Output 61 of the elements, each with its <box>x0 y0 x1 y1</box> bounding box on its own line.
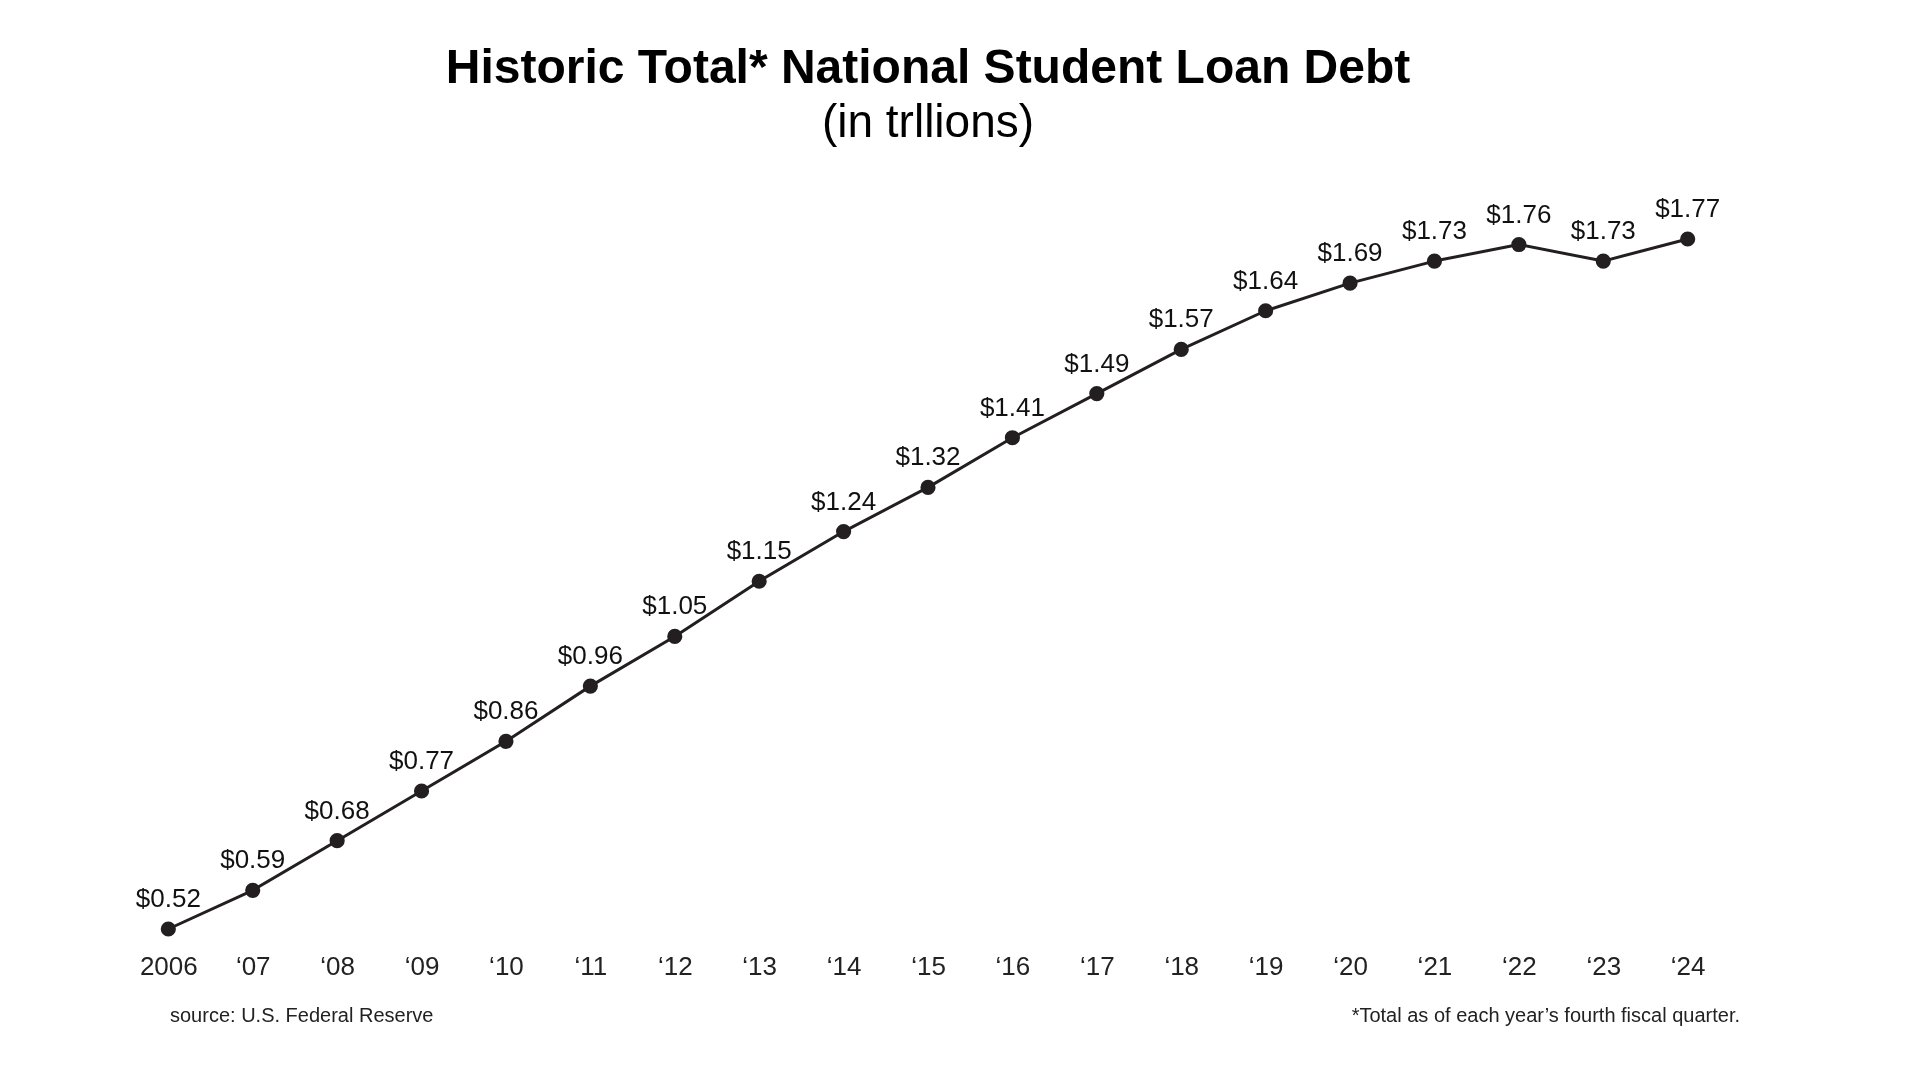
point <box>667 628 683 645</box>
data-label: $0.86 <box>473 695 539 726</box>
chart-subtitle: (in trllions) <box>821 95 1035 147</box>
data-label: $1.76 <box>1486 198 1552 229</box>
data-label: $0.59 <box>220 844 286 875</box>
x-tick-label: ‘12 <box>657 950 693 981</box>
point <box>1511 236 1527 253</box>
point <box>160 921 176 937</box>
point <box>245 882 261 898</box>
data-label: $0.68 <box>304 794 370 825</box>
point <box>836 523 852 540</box>
data-label: $1.24 <box>811 485 877 516</box>
data-label: $1.05 <box>642 590 708 621</box>
point <box>329 833 345 849</box>
x-tick-label: ‘10 <box>489 950 524 981</box>
point <box>498 733 514 749</box>
x-tick-label: ‘08 <box>320 950 355 981</box>
point <box>413 783 430 799</box>
x-tick-label: ‘14 <box>826 950 862 981</box>
data-label: $0.52 <box>135 883 201 913</box>
x-tick-label: ‘07 <box>235 950 271 981</box>
data-label: $0.77 <box>389 745 455 775</box>
x-tick-label: ‘16 <box>995 950 1031 981</box>
x-tick-label: 2006 <box>139 950 198 981</box>
x-tick-label: ‘17 <box>1079 950 1115 981</box>
x-tick-label: ‘18 <box>1164 950 1200 981</box>
data-label: $1.73 <box>1401 215 1467 246</box>
data-label: $1.49 <box>1064 347 1130 378</box>
point <box>1595 253 1611 269</box>
point <box>1258 303 1274 319</box>
data-label: $0.96 <box>557 640 623 671</box>
data-label: $1.57 <box>1148 303 1214 334</box>
point <box>1426 253 1443 269</box>
point <box>1173 341 1189 357</box>
x-tick-label: ‘09 <box>404 950 440 981</box>
x-tick-label: ‘13 <box>742 950 778 981</box>
data-label: $1.77 <box>1655 193 1721 223</box>
chart-title: Historic Total* National Student Loan Debt <box>445 40 1411 93</box>
data-label: $1.73 <box>1570 215 1636 246</box>
point <box>1680 231 1696 247</box>
x-tick-label: ‘15 <box>911 950 946 981</box>
x-tick-label: ‘22 <box>1502 950 1537 981</box>
x-tick-label: ‘11 <box>574 950 608 981</box>
point <box>1342 275 1358 291</box>
point <box>920 479 936 495</box>
x-tick-label: ‘20 <box>1333 950 1368 981</box>
x-tick-label: ‘21 <box>1417 950 1453 981</box>
point <box>582 678 598 694</box>
data-label: $1.64 <box>1233 264 1299 295</box>
point <box>1089 385 1105 402</box>
x-tick-label: ‘24 <box>1670 950 1706 981</box>
source-note: source: U.S. Federal Reserve <box>170 1004 434 1027</box>
data-label: $1.15 <box>726 535 792 566</box>
point <box>751 573 767 589</box>
data-label: $1.69 <box>1317 237 1383 268</box>
text: *Total as of each year’s fourth fiscal quarter. <box>1351 1004 1740 1027</box>
point <box>1004 430 1020 446</box>
data-label: $1.41 <box>979 391 1045 422</box>
x-tick-label: ‘23 <box>1586 950 1622 981</box>
data-label: $1.32 <box>895 441 961 472</box>
x-tick-label: ‘19 <box>1248 950 1284 981</box>
